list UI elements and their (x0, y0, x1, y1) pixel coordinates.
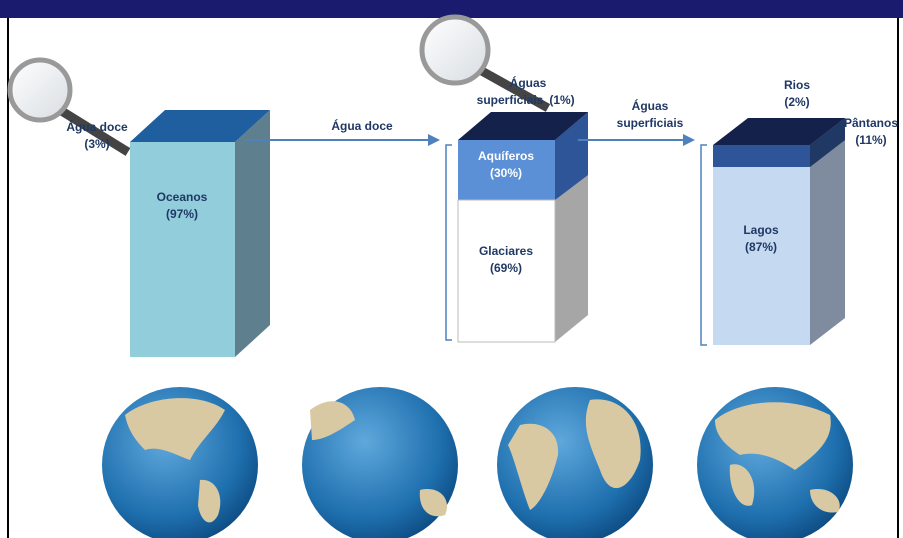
arrow-head (428, 134, 440, 146)
label: Aquíferos (478, 149, 534, 163)
bracket (700, 144, 707, 346)
arrow-label: Águas (632, 98, 669, 113)
globe (697, 387, 853, 538)
header-bar (0, 0, 903, 18)
globe (497, 387, 653, 538)
callout: Rios (784, 78, 810, 92)
column-oceans (130, 110, 270, 357)
callout: (1%) (549, 93, 574, 107)
callout: Águas (510, 75, 547, 90)
label: (87%) (745, 240, 777, 254)
globe (302, 387, 458, 538)
magnifier (7, 57, 131, 156)
callout: Pântanos (844, 116, 898, 130)
column-surface (713, 118, 845, 345)
column-freshwater (457, 112, 588, 343)
magnifier (419, 14, 551, 112)
callout: Água doce (66, 119, 128, 134)
arrow-label: superficiais (617, 116, 684, 130)
arrow-label: Água doce (331, 118, 393, 133)
callout: (11%) (855, 133, 886, 147)
callout: superficiais (477, 93, 544, 107)
callout: (3%) (84, 137, 109, 151)
arrow-head (683, 134, 695, 146)
bracket (445, 144, 452, 341)
label: (97%) (166, 207, 198, 221)
callout: (2%) (784, 95, 809, 109)
label: Lagos (743, 223, 779, 237)
label: (30%) (490, 166, 522, 180)
label: (69%) (490, 261, 522, 275)
label: Oceanos (157, 190, 208, 204)
globe (102, 387, 258, 538)
label: Glaciares (479, 244, 533, 258)
